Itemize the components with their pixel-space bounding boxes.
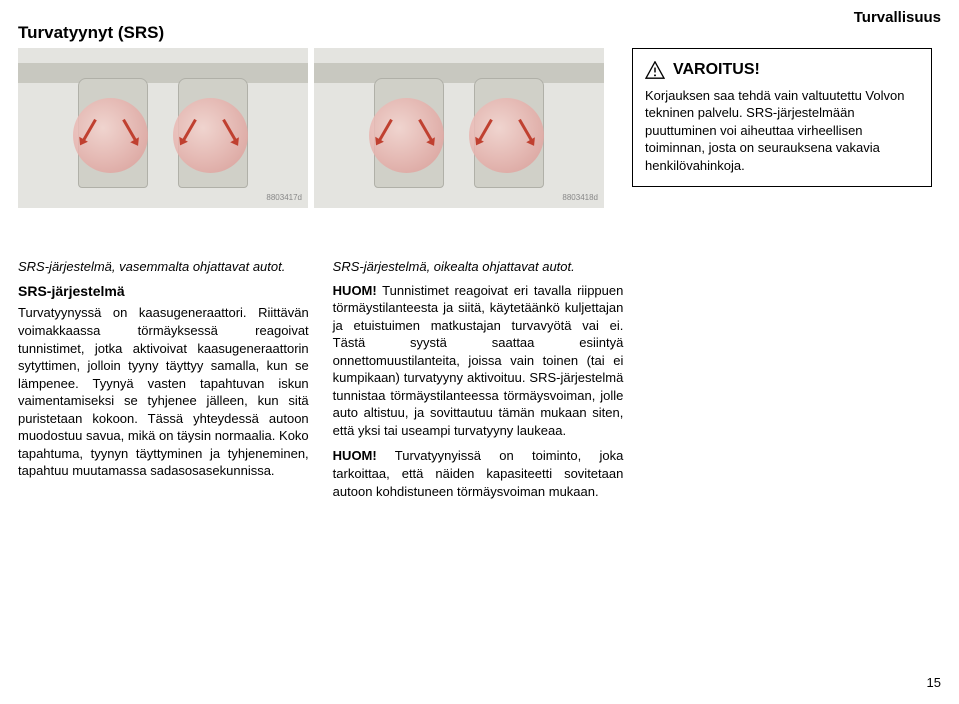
body-text-2: HUOM! Tunnistimet reagoivat eri tavalla … <box>333 282 624 440</box>
section-header: Turvallisuus <box>854 8 941 28</box>
column-3 <box>647 258 938 500</box>
warning-title: VAROITUS! <box>645 59 919 81</box>
figure-right: 8803418d <box>314 48 604 208</box>
warning-box: VAROITUS! Korjauksen saa tehdä vain valt… <box>632 48 932 187</box>
page-number: 15 <box>927 674 941 692</box>
warning-triangle-icon <box>645 61 665 79</box>
figure-caption-left: SRS-järjestelmä, vasemmalta ohjattavat a… <box>18 258 309 276</box>
note-label-2: HUOM! <box>333 448 377 463</box>
column-2: SRS-järjestelmä, oikealta ohjattavat aut… <box>333 258 624 500</box>
warning-label: VAROITUS! <box>673 59 760 81</box>
figure-code-right: 8803418d <box>562 193 598 204</box>
body-text-3: HUOM! Turvatyynyissä on toiminto, joka t… <box>333 447 624 500</box>
body-columns: SRS-järjestelmä, vasemmalta ohjattavat a… <box>18 258 938 500</box>
figure-caption-right: SRS-järjestelmä, oikealta ohjattavat aut… <box>333 258 624 276</box>
page-title: Turvatyynyt (SRS) <box>18 22 164 45</box>
note-text-2: Turvatyynyissä on toiminto, joka tarkoit… <box>333 448 624 498</box>
note-text-1: Tunnistimet reagoivat eri tavalla riippu… <box>333 283 624 438</box>
figure-code-left: 8803417d <box>266 193 302 204</box>
note-label-1: HUOM! <box>333 283 377 298</box>
warning-body: Korjauksen saa tehdä vain valtuutettu Vo… <box>645 87 919 175</box>
subheading-srs: SRS-järjestelmä <box>18 282 309 301</box>
column-1: SRS-järjestelmä, vasemmalta ohjattavat a… <box>18 258 309 500</box>
figure-row: 8803417d 8803418d <box>18 48 604 208</box>
body-text-1: Turvatyynyssä on kaasugeneraattori. Riit… <box>18 304 309 479</box>
figure-left: 8803417d <box>18 48 308 208</box>
